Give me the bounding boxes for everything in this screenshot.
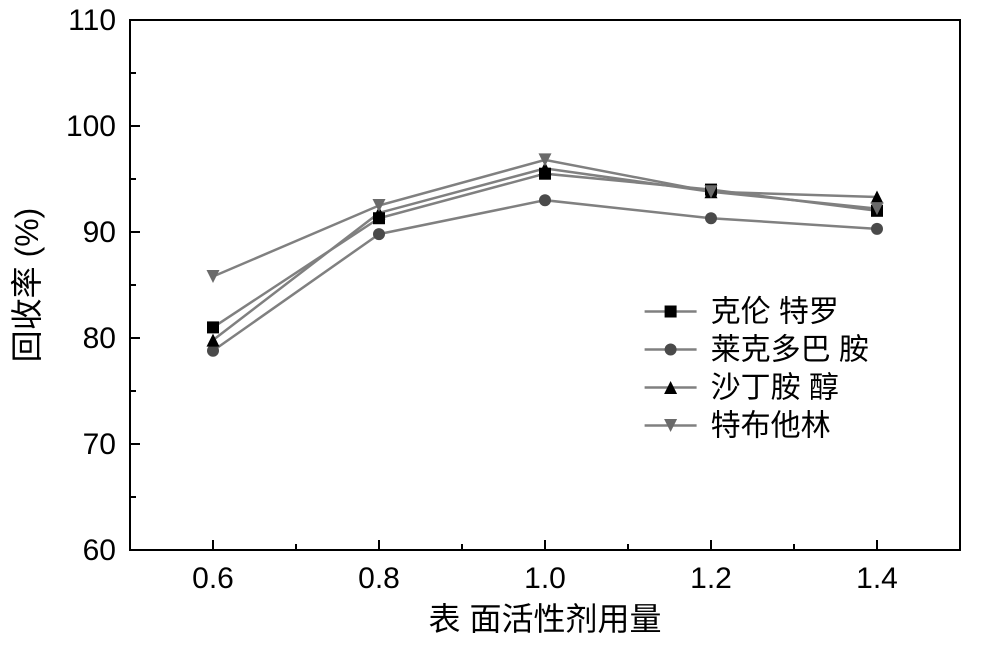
legend: 克伦 特罗莱克多巴 胺沙丁胺 醇特布他林 <box>645 296 869 443</box>
x-axis-label: 表 面活性剂用量 <box>429 601 662 637</box>
y-tick-label: 110 <box>68 4 116 37</box>
y-tick-label: 90 <box>83 216 116 249</box>
plot-border <box>130 20 960 550</box>
y-tick-label: 60 <box>83 534 116 567</box>
marker-square <box>207 321 219 333</box>
marker-circle <box>539 194 551 206</box>
legend-label: 克伦 特罗 <box>711 296 839 329</box>
marker-square <box>665 306 677 318</box>
legend-label: 特布他林 <box>711 410 831 443</box>
y-tick-label: 80 <box>83 322 116 355</box>
x-tick-label: 1.4 <box>856 562 898 595</box>
y-tick-label: 70 <box>83 428 116 461</box>
legend-label: 莱克多巴 胺 <box>711 334 869 367</box>
marker-circle <box>665 344 677 356</box>
marker-circle <box>705 212 717 224</box>
x-tick-label: 1.0 <box>524 562 566 595</box>
marker-circle <box>373 228 385 240</box>
y-axis-label: 回收率 (%) <box>9 208 45 363</box>
x-tick-label: 0.8 <box>358 562 400 595</box>
line-chart: 0.6 0.8 1.0 1.2 1.4 60 70 80 90 100 110 表 面活性剂用量 回收率… <box>0 0 997 651</box>
chart-container: 0.6 0.8 1.0 1.2 1.4 60 70 80 90 100 110 表 面活性剂用量 回收率… <box>0 0 997 651</box>
legend-label: 沙丁胺 醇 <box>711 372 839 405</box>
x-tick-label: 1.2 <box>690 562 732 595</box>
marker-triangle-down <box>207 270 220 283</box>
marker-circle <box>871 223 883 235</box>
y-tick-label: 100 <box>66 110 116 143</box>
x-tick-label: 0.6 <box>192 562 234 595</box>
